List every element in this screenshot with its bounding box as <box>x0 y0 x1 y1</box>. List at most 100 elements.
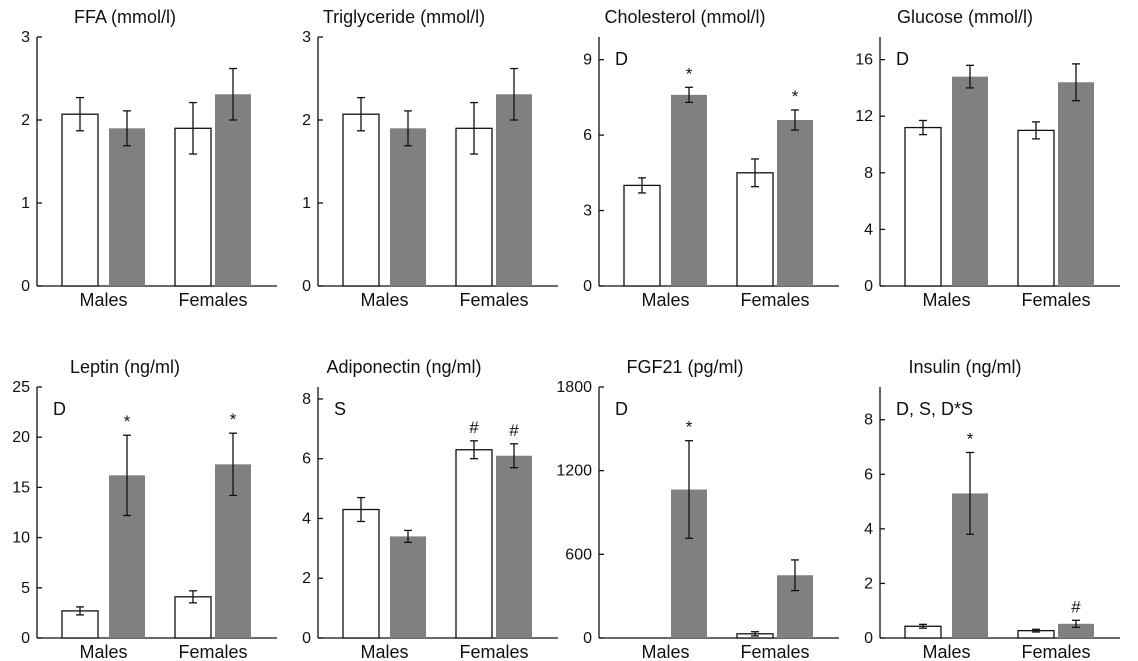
y-tick-label: 2 <box>302 570 311 587</box>
chart-title: Triglyceride (mmol/l) <box>323 7 485 27</box>
chart-title: FGF21 (pg/ml) <box>626 357 743 377</box>
chart-title: Adiponectin (ng/ml) <box>326 357 481 377</box>
category-label: Males <box>922 642 970 661</box>
category-label: Females <box>740 642 809 661</box>
chart-panel: FFA (mmol/l) 0 1 2 3 Males Females <box>21 7 277 310</box>
y-tick-label: 0 <box>21 278 30 295</box>
category-label: Females <box>740 290 809 310</box>
y-tick-label: 4 <box>864 521 873 538</box>
bar <box>1058 623 1094 638</box>
panel-annotation: D, S, D*S <box>896 399 973 419</box>
y-tick-label: 15 <box>12 479 30 496</box>
chart-panel: Triglyceride (mmol/l) 0 1 2 3 Males Females <box>302 7 558 310</box>
significance-mark: # <box>1071 597 1081 616</box>
panel-annotation: D <box>615 399 628 419</box>
category-label: Males <box>922 290 970 310</box>
bar <box>777 120 813 286</box>
bar <box>496 455 532 638</box>
panel-annotation: D <box>896 49 909 69</box>
y-tick-label: 9 <box>583 52 592 69</box>
category-label: Males <box>641 642 689 661</box>
y-tick-label: 6 <box>864 466 873 483</box>
category-label: Females <box>1021 290 1090 310</box>
y-tick-label: 3 <box>21 29 30 46</box>
y-tick-label: 3 <box>583 203 592 220</box>
bar <box>342 508 380 639</box>
significance-mark: * <box>230 410 237 429</box>
bar <box>496 94 532 287</box>
y-tick-label: 0 <box>302 630 311 647</box>
y-tick-label: 10 <box>12 530 30 547</box>
chart-panel: FGF21 (pg/ml) 0 600 1200 1800 Males Females D * <box>556 357 839 661</box>
bar <box>736 172 774 287</box>
y-tick-label: 2 <box>864 575 873 592</box>
bar <box>671 94 707 287</box>
chart-panel: Cholesterol (mmol/l) 0 3 6 9 Males Females D * * <box>583 7 839 310</box>
category-label: Males <box>79 642 127 661</box>
bar <box>904 126 942 287</box>
y-tick-label: 1200 <box>556 463 592 480</box>
category-label: Males <box>641 290 689 310</box>
bar <box>342 113 380 287</box>
category-label: Females <box>459 290 528 310</box>
chart-panel: Glucose (mmol/l) 0 4 8 12 16 Males Females D <box>855 7 1120 310</box>
chart-title: FFA (mmol/l) <box>74 7 176 27</box>
panel-annotation: D <box>53 399 66 419</box>
y-tick-label: 0 <box>583 278 592 295</box>
y-tick-label: 8 <box>864 165 873 182</box>
bar <box>623 184 661 287</box>
chart-panel: Adiponectin (ng/ml) 0 2 4 6 8 Males Females S # # <box>302 357 558 661</box>
y-tick-label: 3 <box>302 29 311 46</box>
y-tick-label: 1800 <box>556 379 592 396</box>
bar <box>390 128 426 286</box>
y-tick-label: 600 <box>565 546 592 563</box>
y-tick-label: 2 <box>302 112 311 129</box>
bar <box>61 113 99 287</box>
y-tick-label: 1 <box>21 195 30 212</box>
y-tick-label: 0 <box>864 630 873 647</box>
category-label: Females <box>178 642 247 661</box>
y-tick-label: 8 <box>864 412 873 429</box>
category-label: Females <box>459 642 528 661</box>
y-tick-label: 6 <box>583 127 592 144</box>
y-tick-label: 25 <box>12 379 30 396</box>
chart-panel: Insulin (ng/ml) 0 2 4 6 8 Males Females D, S, D*… <box>864 357 1120 661</box>
bar <box>1058 82 1094 286</box>
chart-title: Cholesterol (mmol/l) <box>604 7 765 27</box>
significance-mark: * <box>967 429 974 448</box>
y-tick-label: 4 <box>302 510 311 527</box>
y-tick-label: 0 <box>302 278 311 295</box>
y-tick-label: 8 <box>302 391 311 408</box>
bar <box>455 449 493 639</box>
bar <box>174 596 212 639</box>
y-tick-label: 0 <box>864 278 873 295</box>
significance-mark: * <box>686 418 693 437</box>
category-label: Females <box>1021 642 1090 661</box>
y-tick-label: 12 <box>855 108 873 125</box>
chart-panel: Leptin (ng/ml) 0 5 10 15 20 25 Males Females D * * <box>12 357 277 661</box>
bar <box>215 94 251 287</box>
y-tick-label: 2 <box>21 112 30 129</box>
category-label: Males <box>360 642 408 661</box>
bar <box>109 128 145 286</box>
chart-title: Leptin (ng/ml) <box>70 357 180 377</box>
significance-mark: * <box>792 87 799 106</box>
y-tick-label: 16 <box>855 52 873 69</box>
significance-mark: # <box>509 421 519 440</box>
bar <box>390 536 426 638</box>
y-tick-label: 5 <box>21 580 30 597</box>
y-tick-label: 6 <box>302 451 311 468</box>
chart-title: Insulin (ng/ml) <box>908 357 1021 377</box>
bar <box>952 76 988 286</box>
category-label: Males <box>79 290 127 310</box>
category-label: Females <box>178 290 247 310</box>
significance-mark: * <box>686 64 693 83</box>
y-tick-label: 4 <box>864 221 873 238</box>
category-label: Males <box>360 290 408 310</box>
y-tick-label: 0 <box>21 630 30 647</box>
y-tick-label: 0 <box>583 630 592 647</box>
panel-annotation: S <box>334 399 346 419</box>
chart-title: Glucose (mmol/l) <box>897 7 1033 27</box>
significance-mark: # <box>469 418 479 437</box>
